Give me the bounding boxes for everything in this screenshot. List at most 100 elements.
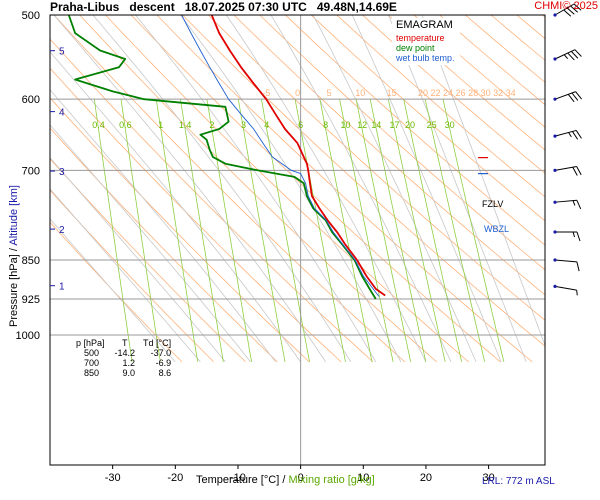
wind-barb-flag [576, 261, 580, 272]
table-cell: 9.0 [122, 368, 136, 378]
dry-adiabat-label: -5 [262, 88, 270, 98]
pressure-tick-label: 1000 [16, 330, 40, 342]
dry-adiabat-label: 26 [456, 88, 466, 98]
mixing-ratio-label: 30 [445, 120, 455, 130]
altitude-tick-label: 1 [59, 282, 65, 293]
moist-adiabat-line [50, 89, 276, 363]
mixing-ratio-label: 0.4 [92, 120, 105, 130]
dry-adiabat-line [284, 15, 545, 246]
dewpoint-line [67, 15, 377, 300]
mixing-ratio-line [93, 99, 133, 362]
wind-barb-flag [572, 131, 579, 140]
dry-adiabat-line [50, 67, 342, 363]
mixing-ratio-line [206, 99, 252, 362]
dry-adiabat-line [233, 15, 545, 296]
wind-barb-flag [567, 52, 575, 61]
mixing-ratio-line [387, 99, 446, 362]
legend-dew-point: dew point [396, 43, 435, 53]
dry-adiabat-line [336, 15, 545, 198]
dry-adiabat-line [413, 15, 545, 128]
wind-barb-flag [571, 92, 579, 101]
sounding-series [67, 15, 386, 300]
legend-wet-bulb: wet bulb temp. [396, 53, 455, 63]
wind-barb [553, 3, 582, 17]
wind-barb [553, 91, 582, 103]
mixing-ratio-label: 14 [371, 120, 381, 130]
y-axis-altitude-label: Altitude [km] [8, 185, 20, 246]
table-cell: 700 [84, 358, 100, 368]
altitude-tick-label: 4 [59, 108, 65, 119]
mixing-ratio-label: 17 [390, 120, 400, 130]
wind-barb-flag [573, 3, 582, 11]
table-cell: 850 [84, 368, 100, 378]
dry-adiabat-line [50, 38, 374, 363]
mixing-ratio-label: 3 [241, 120, 246, 130]
wind-barb-flag [572, 166, 578, 176]
wind-barb [553, 129, 582, 140]
plot-border [49, 14, 546, 466]
dry-adiabat-line [259, 15, 545, 271]
lrl-label: LRL: 772 m ASL [482, 476, 555, 487]
sounding-mode: descent [129, 0, 175, 14]
dry-adiabat-line [50, 189, 214, 363]
mixing-ratio-label: 1.4 [179, 120, 192, 130]
dry-adiabat-label: 32 [493, 88, 503, 98]
table-row: 850 9.0 8.6 [70, 368, 175, 378]
pressure-tick-label: 700 [22, 165, 40, 177]
dry-adiabat-line [156, 15, 533, 363]
x-axis-mixing-label: Mixing ratio [g/kg] [288, 474, 375, 486]
wind-barb-flag [568, 132, 572, 138]
table-cell: 8.6 [158, 368, 172, 378]
mixing-ratio-line [403, 99, 463, 362]
wind-barb [553, 49, 582, 61]
dry-adiabat-label: 30 [481, 88, 491, 98]
table-cell: 1.2 [122, 358, 136, 368]
mixing-ratio-line [237, 99, 286, 362]
wind-barb-flag [574, 49, 582, 57]
legend-title: EMAGRAM [396, 19, 453, 31]
table-cell: -14.2 [114, 348, 136, 358]
moist-adiabat-line [92, 15, 352, 363]
wind-barb-dot [553, 230, 557, 234]
pressure-tick-label: 600 [22, 94, 40, 106]
dry-adiabat-line [130, 15, 501, 363]
wind-barb-flag [576, 290, 578, 296]
wind-barb-flag [572, 231, 576, 238]
altitude-tick-label: 3 [59, 167, 65, 178]
table-cell: -6.9 [155, 358, 172, 368]
wind-barb-staff [554, 91, 576, 100]
dry-adiabat-label: 0 [295, 88, 300, 98]
dry-adiabat-line [53, 15, 406, 363]
background-grid [50, 0, 600, 363]
wind-barb [553, 230, 581, 242]
wind-barb-staff [554, 259, 577, 263]
mixing-ratio-line [442, 99, 505, 362]
table-header: Td [°C] [143, 338, 172, 348]
data-table: p [hPa] T Td [°C] 500 -14.2 -37.0 700 1.… [70, 338, 175, 378]
wind-barb-flag [572, 200, 576, 206]
pressure-tick-label: 500 [22, 10, 40, 22]
wind-barb [553, 284, 578, 296]
wind-barb-dot [553, 57, 557, 61]
dry-adiabat-line [79, 15, 437, 363]
wind-barb [553, 258, 580, 272]
table-row: 500 -14.2 -37.0 [70, 348, 175, 358]
sounding-datetime: 18.07.2025 07:30 UTC [184, 0, 307, 14]
moist-adiabat-line [50, 124, 251, 363]
mixing-ratio-label: 12 [357, 120, 367, 130]
wind-barb-flag [567, 94, 575, 103]
wind-barb-flag [563, 54, 569, 59]
table-cell: 500 [84, 348, 100, 358]
sounding-location: 49.48N,14.69E [316, 0, 397, 14]
dry-adiabat-label: 20 [418, 88, 428, 98]
wind-barb-dot [553, 200, 557, 204]
mixing-ratio-label: 0.6 [119, 120, 132, 130]
table-row: 700 1.2 -6.9 [70, 358, 175, 368]
chart-header: Praha-Libus descent 18.07.2025 07:30 UTC… [50, 0, 397, 14]
mixing-ratio-line [339, 99, 394, 362]
wind-barb-dot [553, 13, 557, 17]
dry-adiabat-line [584, 0, 600, 362]
moist-adiabat-line [312, 15, 477, 363]
altitude-tick-label: 2 [59, 225, 65, 236]
